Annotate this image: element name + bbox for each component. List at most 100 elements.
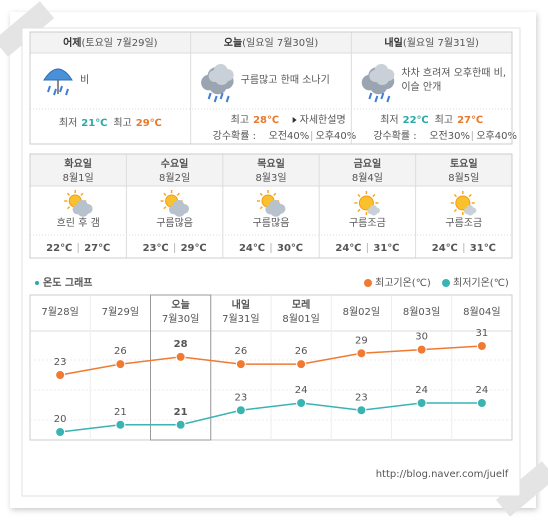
fc-day: 토요일 [450, 157, 478, 170]
cloud [375, 71, 390, 85]
temp-row: 최고 28℃ [231, 114, 279, 126]
x-tick-label: 7월29일 [102, 306, 140, 318]
text-part: 22℃ [403, 115, 429, 126]
day-header: 내일(월요일 7월31일) [384, 36, 479, 49]
x-tick-label: 8월01일 [282, 313, 320, 325]
sun-ray [468, 193, 472, 198]
fc-low: 24℃ [335, 243, 361, 254]
cloud [77, 205, 89, 217]
point [356, 405, 367, 416]
sun-ray [163, 192, 167, 196]
data-label: 23 [54, 357, 67, 368]
fc-day: 수요일 [161, 157, 189, 170]
point [476, 341, 487, 351]
data-label: 26 [295, 346, 308, 357]
text-part: 29℃ [136, 118, 162, 129]
text-part: 내일 [384, 36, 402, 49]
text-part: (토요일 7월29일) [81, 37, 157, 49]
point [175, 419, 186, 430]
legend-marker [442, 279, 450, 287]
x-day-name: 내일 [232, 298, 250, 311]
sun-ray [259, 206, 263, 210]
sun-ray [66, 192, 71, 196]
rain-drop [386, 95, 391, 103]
fc-low: 24℃ [239, 243, 265, 254]
fc-high: 27℃ [84, 243, 110, 254]
point [235, 359, 246, 370]
sun-ray [453, 208, 457, 213]
data-label: 28 [174, 339, 188, 350]
temp-row: 최저 22℃ 최고 27℃ [380, 114, 483, 126]
point [416, 398, 427, 408]
fc-day: 금요일 [354, 157, 382, 170]
point [356, 348, 367, 359]
point [296, 359, 307, 370]
detail-link[interactable]: 자세한설명 [300, 114, 346, 126]
tape [495, 461, 548, 517]
x-tick-label: 7월28일 [41, 306, 79, 318]
text-part: 어제 [63, 36, 81, 49]
sun-ray [357, 208, 361, 213]
fc-low: 23℃ [143, 243, 169, 254]
data-label: 30 [415, 332, 428, 343]
sun-ray [163, 206, 167, 210]
point [115, 359, 126, 370]
sun [358, 195, 374, 211]
point [115, 419, 126, 430]
fc-desc: 구름많음 [253, 217, 290, 229]
text-part: (월요일 7월31일) [403, 37, 479, 49]
fc-date: 8월5일 [448, 172, 479, 184]
weather-desc: 이슬 안개 [401, 81, 441, 93]
rain-pm: 오후40% [476, 130, 517, 142]
text-part: (일요일 7월30일) [242, 37, 318, 49]
top-header-bg [30, 32, 512, 53]
fc-date: 8월4일 [352, 172, 383, 184]
data-label: 23 [355, 392, 368, 403]
point [235, 405, 246, 416]
series-line [59, 345, 482, 376]
day-header: 오늘(일요일 7월30일) [224, 37, 319, 49]
rain-label: 강수확률 : [373, 130, 416, 142]
fc-day: 목요일 [257, 157, 285, 170]
footer-url: http://blog.naver.com/juelf [376, 469, 509, 480]
sun-ray [357, 193, 361, 198]
fc-desc: 구름많음 [156, 217, 193, 229]
fc-high: 30℃ [277, 243, 303, 254]
text-part: 오늘 [224, 37, 242, 49]
fc-border [29, 153, 513, 259]
text-part: 28℃ [253, 115, 279, 126]
legend-label: 최저기온(℃) [453, 277, 509, 289]
point [296, 398, 307, 408]
data-label: 20 [54, 414, 67, 425]
rain-am: 오전30% [429, 130, 470, 142]
text-part: 최고 [113, 117, 131, 129]
cloud [370, 208, 378, 216]
fc-high: 29℃ [181, 243, 207, 254]
legend-marker [364, 279, 372, 287]
top-border [29, 31, 513, 145]
data-label: 31 [476, 328, 489, 339]
data-label: 21 [174, 407, 188, 418]
fc-date: 8월3일 [255, 172, 286, 184]
fc-low: 24℃ [432, 243, 458, 254]
fc-date: 8월1일 [63, 172, 94, 184]
rain-label: 강수확률 : [213, 130, 256, 142]
today-column [150, 294, 212, 441]
text-part: 27℃ [457, 115, 483, 126]
fc-desc: 구름조금 [445, 217, 482, 229]
cloud [173, 205, 185, 217]
text-part: 최저 [59, 117, 77, 129]
rain-am: 오전40% [269, 130, 310, 142]
text-part: 21℃ [81, 118, 107, 129]
rain-drop [374, 95, 379, 103]
graph-title: 온도 그래프 [43, 276, 92, 289]
legend-label: 최고기온(℃) [375, 277, 431, 289]
sun [455, 195, 471, 211]
x-tick-label: 7월30일 [162, 313, 200, 325]
x-day-name: 모레 [292, 298, 310, 311]
rain-drop [47, 85, 51, 93]
x-tick-label: 8월04일 [463, 306, 501, 318]
cloud [214, 71, 229, 85]
weather-desc: 차차 흐려져 오후한때 비, [401, 67, 506, 79]
